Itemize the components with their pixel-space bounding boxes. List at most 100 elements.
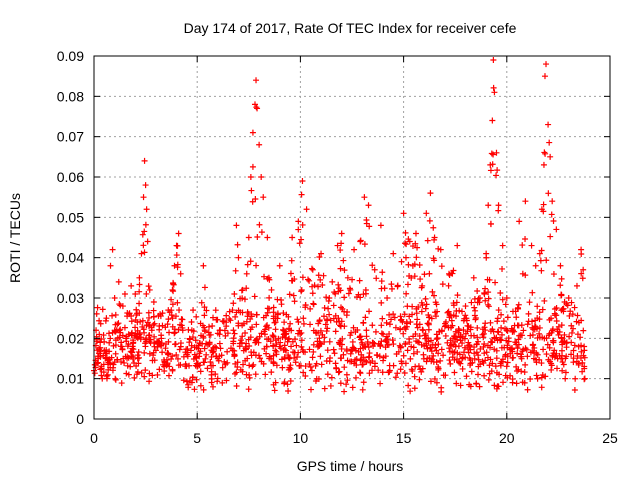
data-point <box>412 230 419 237</box>
cloud-point <box>270 333 277 340</box>
cloud-point <box>457 382 464 389</box>
cloud-point <box>442 322 449 329</box>
cloud-point <box>296 327 303 334</box>
cloud-point <box>525 318 532 325</box>
data-point <box>303 206 310 213</box>
data-point <box>365 202 372 209</box>
data-point <box>142 182 149 189</box>
cloud-point <box>317 276 324 283</box>
cloud-point <box>307 305 314 312</box>
cloud-point <box>455 329 462 336</box>
cloud-point <box>447 360 454 367</box>
cloud-point <box>94 304 101 311</box>
cloud-point <box>264 305 271 312</box>
cloud-point <box>235 320 242 327</box>
y-tick-label: 0.05 <box>57 209 84 225</box>
cloud-point <box>414 324 421 331</box>
data-point <box>223 319 230 326</box>
cloud-point <box>352 356 359 363</box>
cloud-point <box>340 351 347 358</box>
cloud-point <box>424 237 431 244</box>
cloud-point <box>426 270 433 277</box>
cloud-point <box>509 308 516 315</box>
cloud-point <box>499 296 506 303</box>
cloud-point <box>100 369 107 376</box>
cloud-point <box>298 343 305 350</box>
cloud-point <box>489 326 496 333</box>
cloud-point <box>390 341 397 348</box>
cloud-point <box>331 350 338 357</box>
cloud-point <box>519 332 526 339</box>
cloud-point <box>321 304 328 311</box>
cloud-point <box>277 345 284 352</box>
data-point <box>258 174 265 180</box>
cloud-point <box>378 338 385 345</box>
cloud-point <box>433 301 440 308</box>
data-point <box>540 161 547 168</box>
cloud-point <box>322 321 329 328</box>
cloud-point <box>530 355 537 362</box>
cloud-point <box>482 297 489 304</box>
cloud-point <box>471 355 478 362</box>
cloud-point <box>477 345 484 352</box>
cloud-point <box>252 339 259 346</box>
cloud-point <box>454 336 461 343</box>
cloud-point <box>141 249 148 256</box>
data-point <box>190 307 197 314</box>
cloud-point <box>456 351 463 358</box>
cloud-point <box>242 343 249 350</box>
data-point <box>150 299 157 306</box>
cloud-point <box>343 371 350 378</box>
y-tick-label: 0.04 <box>57 250 84 266</box>
cloud-point <box>336 368 343 375</box>
cloud-point <box>390 362 397 369</box>
data-point <box>377 222 384 229</box>
cloud-point <box>217 345 224 352</box>
cloud-point <box>401 370 408 377</box>
cloud-point <box>349 338 356 345</box>
data-point <box>200 262 207 269</box>
cloud-point <box>218 352 225 359</box>
cloud-point <box>308 367 315 374</box>
cloud-point <box>480 343 487 350</box>
cloud-point <box>146 314 153 321</box>
cloud-point <box>298 191 305 198</box>
cloud-point <box>437 357 444 364</box>
cloud-point <box>492 279 499 286</box>
cloud-point <box>533 372 540 379</box>
cloud-point <box>359 386 366 393</box>
cloud-point <box>341 267 348 274</box>
cloud-point <box>266 276 273 283</box>
cloud-point <box>494 337 501 344</box>
cloud-point <box>217 327 224 334</box>
data-point <box>476 295 483 301</box>
cloud-point <box>366 308 373 315</box>
cloud-point <box>440 372 447 379</box>
cloud-point <box>475 295 482 302</box>
cloud-point <box>295 226 302 233</box>
cloud-point <box>174 355 181 362</box>
cloud-point <box>433 379 440 386</box>
cloud-point <box>386 311 393 318</box>
cloud-point <box>563 340 570 347</box>
cloud-point <box>130 354 137 361</box>
cloud-point <box>474 334 481 341</box>
cloud-point <box>186 335 193 342</box>
cloud-point <box>378 330 385 337</box>
cloud-point <box>208 375 215 382</box>
cloud-point <box>253 321 260 328</box>
cloud-point <box>183 346 190 353</box>
cloud-point <box>521 369 528 376</box>
cloud-point <box>290 292 297 299</box>
cloud-point <box>263 323 270 330</box>
cloud-point <box>341 323 348 330</box>
cloud-point <box>481 341 488 348</box>
data-point <box>545 121 552 128</box>
cloud-point <box>268 369 275 376</box>
cloud-point <box>519 270 526 277</box>
cloud-point <box>337 265 344 272</box>
cloud-point <box>300 348 307 355</box>
cloud-point <box>275 335 282 342</box>
cloud-point <box>323 294 330 301</box>
cloud-point <box>563 353 570 360</box>
